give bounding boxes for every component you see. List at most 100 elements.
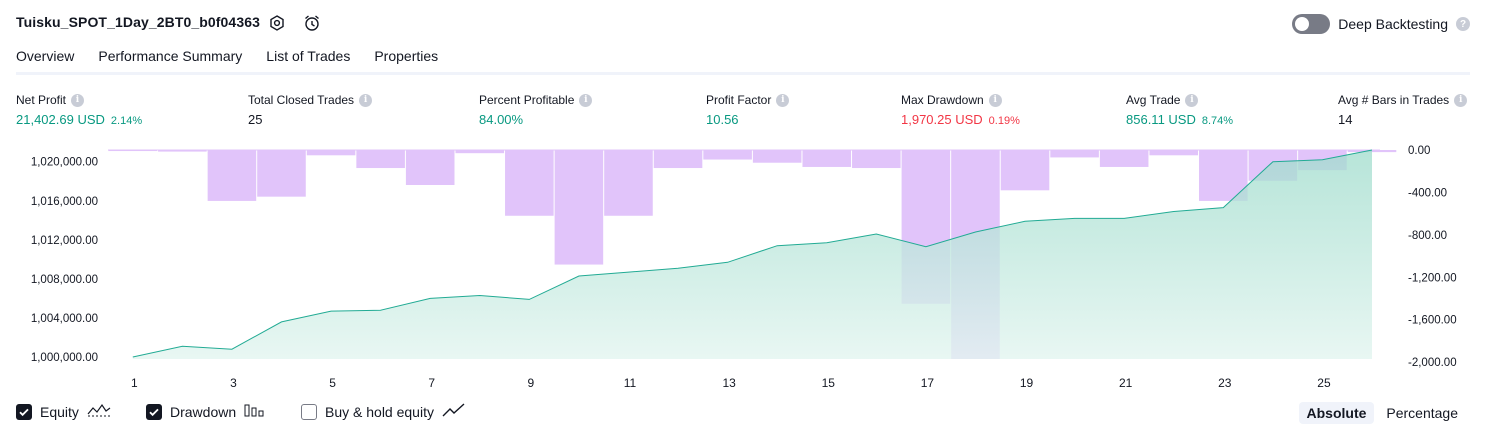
- equity-checkbox[interactable]: [16, 403, 32, 420]
- legend-drawdown[interactable]: Drawdown: [146, 403, 264, 420]
- x-axis-tick-label: 5: [329, 376, 336, 390]
- metric-percent-profitable: Percent Profitable i 84.00%: [479, 93, 593, 127]
- drawdown-bar: [505, 150, 554, 216]
- drawdown-bar: [1050, 150, 1099, 158]
- metric-value: 14: [1338, 112, 1353, 127]
- left-axis-tick-label: 1,004,000.00: [31, 313, 98, 325]
- left-axis-tick-label: 1,012,000.00: [31, 235, 98, 247]
- legend-equity[interactable]: Equity: [16, 403, 111, 420]
- drawdown-bar: [554, 150, 604, 265]
- absolute-button[interactable]: Absolute: [1298, 402, 1375, 424]
- scale-mode-switch: Absolute Percentage: [1298, 402, 1467, 424]
- equity-line-icon: [87, 403, 111, 420]
- drawdown-bar: [306, 150, 356, 156]
- left-axis-tick-label: 1,020,000.00: [31, 157, 98, 169]
- deep-backtesting-control: Deep Backtesting ?: [1292, 14, 1470, 34]
- x-axis-tick-label: 7: [428, 376, 435, 390]
- metric-value: 1,970.25 USD: [901, 112, 983, 127]
- bar-chart-icon: [244, 403, 264, 420]
- percentage-button[interactable]: Percentage: [1386, 405, 1458, 421]
- x-axis-tick-label: 23: [1218, 376, 1232, 390]
- drawdown-bar: [604, 150, 653, 216]
- x-axis-tick-label: 13: [722, 376, 736, 390]
- drawdown-checkbox[interactable]: [146, 403, 162, 420]
- metric-profit-factor: Profit Factor i 10.56: [706, 93, 790, 127]
- metric-label: Avg Trade: [1126, 93, 1181, 107]
- info-icon[interactable]: i: [988, 93, 1002, 107]
- metric-value: 84.00%: [479, 112, 524, 127]
- x-axis-tick-label: 17: [921, 376, 935, 390]
- drawdown-bar: [1149, 150, 1199, 156]
- metric-percent: 8.74%: [1201, 115, 1234, 127]
- left-axis-tick-label: 1,016,000.00: [31, 196, 98, 208]
- metric-label: Total Closed Trades: [248, 93, 355, 107]
- metric-avg-trade: Avg Trade i 856.11 USD 8.74%: [1126, 93, 1233, 127]
- trend-line-icon: [442, 403, 466, 420]
- right-axis-tick-label: -400.00: [1408, 187, 1447, 199]
- drawdown-bar: [207, 150, 257, 201]
- metric-label: Net Profit: [16, 93, 67, 107]
- info-icon[interactable]: i: [1185, 93, 1199, 107]
- metric-net-profit: Net Profit i 21,402.69 USD 2.14%: [16, 93, 142, 127]
- metric-value: 10.56: [706, 112, 739, 127]
- right-axis-tick-label: 0.00: [1408, 145, 1430, 157]
- buy-hold-checkbox[interactable]: [301, 403, 317, 420]
- metric-label: Avg # Bars in Trades: [1338, 93, 1450, 107]
- left-axis-tick-label: 1,008,000.00: [31, 274, 98, 286]
- drawdown-bar: [158, 150, 207, 152]
- drawdown-bar: [455, 150, 505, 154]
- alert-clock-icon[interactable]: [303, 14, 321, 32]
- deep-backtesting-label: Deep Backtesting: [1338, 16, 1448, 32]
- x-axis-tick-label: 3: [230, 376, 237, 390]
- tab-properties[interactable]: Properties: [374, 48, 439, 64]
- drawdown-bar: [1099, 150, 1149, 167]
- metric-value: 21,402.69 USD: [16, 112, 105, 127]
- equity-drawdown-chart[interactable]: 1,000,000.00 1,004,000.00 1,008,000.00 1,01…: [0, 140, 1486, 395]
- info-icon[interactable]: i: [579, 93, 593, 107]
- x-axis-tick-label: 1: [131, 376, 138, 390]
- x-axis-tick-label: 21: [1119, 376, 1133, 390]
- left-axis-tick-label: 1,000,000.00: [31, 352, 98, 364]
- metric-total-closed-trades: Total Closed Trades i 25: [248, 93, 373, 127]
- metric-label: Max Drawdown: [901, 93, 984, 107]
- settings-icon[interactable]: [268, 14, 286, 32]
- buy-hold-label: Buy & hold equity: [325, 403, 434, 420]
- drawdown-bar: [703, 150, 752, 160]
- x-axis-tick-label: 19: [1020, 376, 1034, 390]
- metric-value: 25: [248, 112, 263, 127]
- equity-line: [132, 149, 1373, 358]
- x-axis-tick-label: 9: [528, 376, 535, 390]
- strategy-title: Tuisku_SPOT_1Day_2BT0_b0f04363: [16, 14, 260, 30]
- right-axis-tick-label: -2,000.00: [1408, 357, 1457, 369]
- drawdown-bar: [405, 150, 455, 186]
- metric-value: 856.11 USD: [1126, 112, 1196, 127]
- drawdown-bar: [1000, 150, 1050, 191]
- info-icon[interactable]: i: [776, 93, 790, 107]
- help-icon[interactable]: ?: [1456, 17, 1470, 31]
- x-axis-tick-label: 15: [822, 376, 836, 390]
- info-icon[interactable]: i: [71, 93, 85, 107]
- drawdown-bar: [257, 150, 306, 197]
- right-axis-tick-label: -800.00: [1408, 230, 1447, 242]
- deep-backtesting-toggle[interactable]: [1292, 14, 1331, 34]
- metric-percent: 2.14%: [110, 115, 143, 127]
- drawdown-bar: [108, 150, 158, 152]
- metric-label: Profit Factor: [706, 93, 772, 107]
- legend-buy-hold[interactable]: Buy & hold equity: [301, 403, 466, 420]
- drawdown-bar: [653, 150, 703, 169]
- drawdown-bar: [802, 150, 852, 167]
- tab-list-of-trades[interactable]: List of Trades: [266, 48, 351, 64]
- drawdown-bar: [356, 150, 405, 169]
- tab-overview[interactable]: Overview: [16, 48, 75, 75]
- right-axis-tick-label: -1,600.00: [1408, 315, 1457, 327]
- tab-performance-summary[interactable]: Performance Summary: [98, 48, 243, 64]
- x-axis-tick-label: 25: [1317, 376, 1331, 390]
- drawdown-label: Drawdown: [170, 403, 237, 420]
- metric-avg-bars: Avg # Bars in Trades i 14: [1338, 93, 1468, 127]
- info-icon[interactable]: i: [1454, 93, 1468, 107]
- x-axis-tick-label: 11: [624, 376, 637, 390]
- right-axis-tick-label: -1,200.00: [1408, 272, 1457, 284]
- metric-max-drawdown: Max Drawdown i 1,970.25 USD 0.19%: [901, 93, 1020, 127]
- tab-divider: [16, 72, 1470, 75]
- info-icon[interactable]: i: [359, 93, 373, 107]
